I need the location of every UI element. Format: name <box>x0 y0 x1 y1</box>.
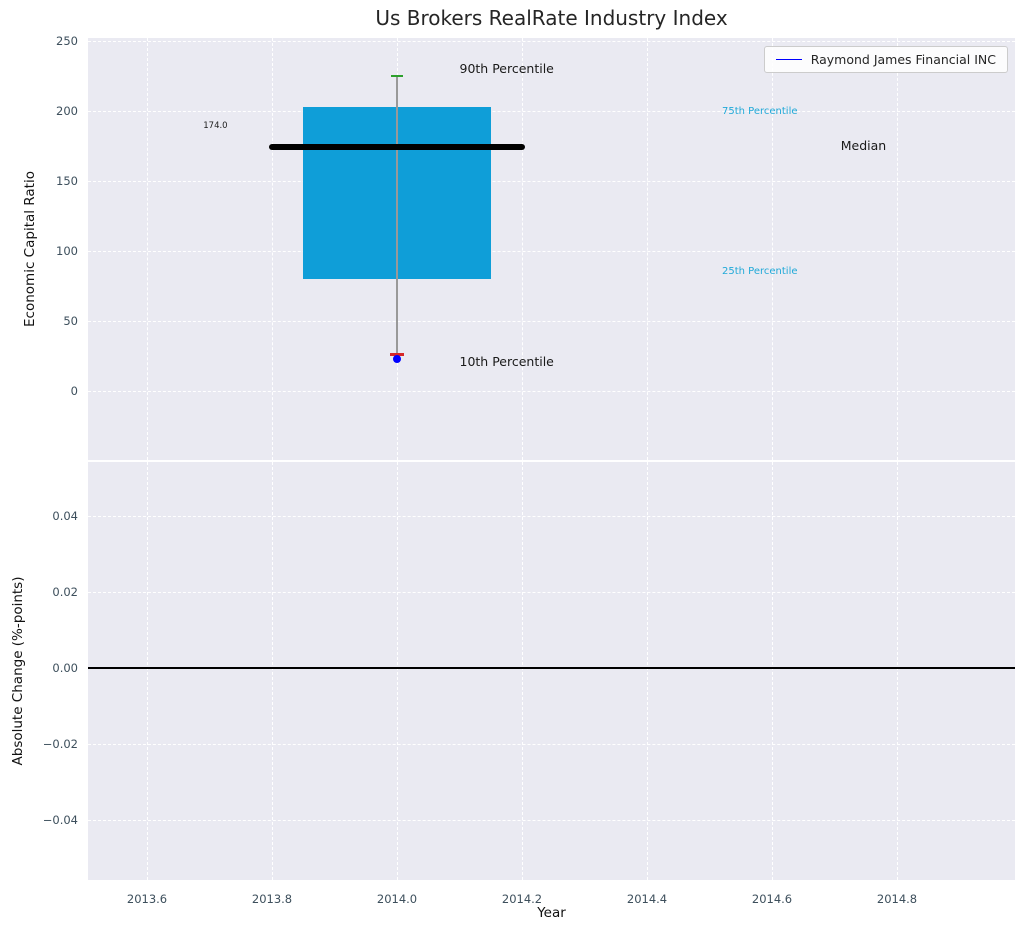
y-tick-label: 250 <box>56 34 78 48</box>
gridline-vertical <box>271 462 273 880</box>
x-tick-label: 2013.8 <box>251 892 293 906</box>
annotation-10th-percentile: 10th Percentile <box>459 353 554 369</box>
gridline-horizontal <box>88 250 1015 252</box>
whisker-line <box>396 76 398 355</box>
p90-cap <box>391 74 403 78</box>
gridline-horizontal <box>88 515 1015 517</box>
gridline-horizontal <box>88 40 1015 42</box>
annotation-75th-percentile: 75th Percentile <box>722 106 798 118</box>
p10-cap <box>390 353 404 357</box>
gridline-horizontal <box>88 819 1015 821</box>
y-tick-label: 200 <box>56 104 78 118</box>
y-tick-label: 50 <box>63 314 78 328</box>
gridline-horizontal <box>88 110 1015 112</box>
y-tick-label: 0.02 <box>52 585 78 599</box>
median-line <box>269 144 525 151</box>
x-tick-label: 2014.0 <box>376 892 418 906</box>
gridline-vertical <box>771 38 773 460</box>
gridline-vertical <box>646 462 648 880</box>
zero-line <box>88 667 1015 669</box>
annotation-median: Median <box>840 138 887 153</box>
x-tick-label: 2014.2 <box>501 892 543 906</box>
chart-title: Us Brokers RealRate Industry Index <box>375 6 728 30</box>
x-tick-label: 2013.6 <box>126 892 168 906</box>
gridline-vertical <box>896 38 898 460</box>
gridline-vertical <box>396 462 398 880</box>
y-tick-label: 150 <box>56 174 78 188</box>
gridline-vertical <box>771 462 773 880</box>
legend-line-sample <box>775 59 802 60</box>
gridline-vertical <box>646 38 648 460</box>
annotation-90th-percentile: 90th Percentile <box>459 61 554 76</box>
legend: Raymond James Financial INC <box>763 46 1008 73</box>
y-tick-label: 100 <box>56 244 78 258</box>
legend-label: Raymond James Financial INC <box>810 52 996 67</box>
x-tick-label: 2014.8 <box>876 892 918 906</box>
annotation-174-0: 174.0 <box>203 121 228 132</box>
annotation-25th-percentile: 25th Percentile <box>722 266 798 277</box>
y-tick-label: 0.04 <box>52 509 78 523</box>
gridline-vertical <box>521 462 523 880</box>
gridline-vertical <box>896 462 898 880</box>
y-tick-label: −0.04 <box>42 813 78 827</box>
y-tick-label: 0 <box>70 384 78 398</box>
gridline-horizontal <box>88 743 1015 745</box>
gridline-vertical <box>146 462 148 880</box>
y-tick-label: −0.02 <box>42 737 78 751</box>
gridline-vertical <box>271 38 273 460</box>
x-tick-label: 2014.6 <box>751 892 793 906</box>
top-plot-area: Raymond James Financial INC 90th Percent… <box>88 38 1015 460</box>
gridline-horizontal <box>88 591 1015 593</box>
gridline-vertical <box>521 38 523 460</box>
company-marker <box>393 354 401 363</box>
gridline-horizontal <box>88 390 1015 392</box>
x-axis-label: Year <box>537 905 566 921</box>
gridline-horizontal <box>88 320 1015 322</box>
x-tick-label: 2014.4 <box>626 892 668 906</box>
y-tick-label: 0.00 <box>52 661 78 675</box>
gridline-horizontal <box>88 180 1015 182</box>
gridline-vertical <box>146 38 148 460</box>
bottom-plot-area <box>88 462 1015 880</box>
